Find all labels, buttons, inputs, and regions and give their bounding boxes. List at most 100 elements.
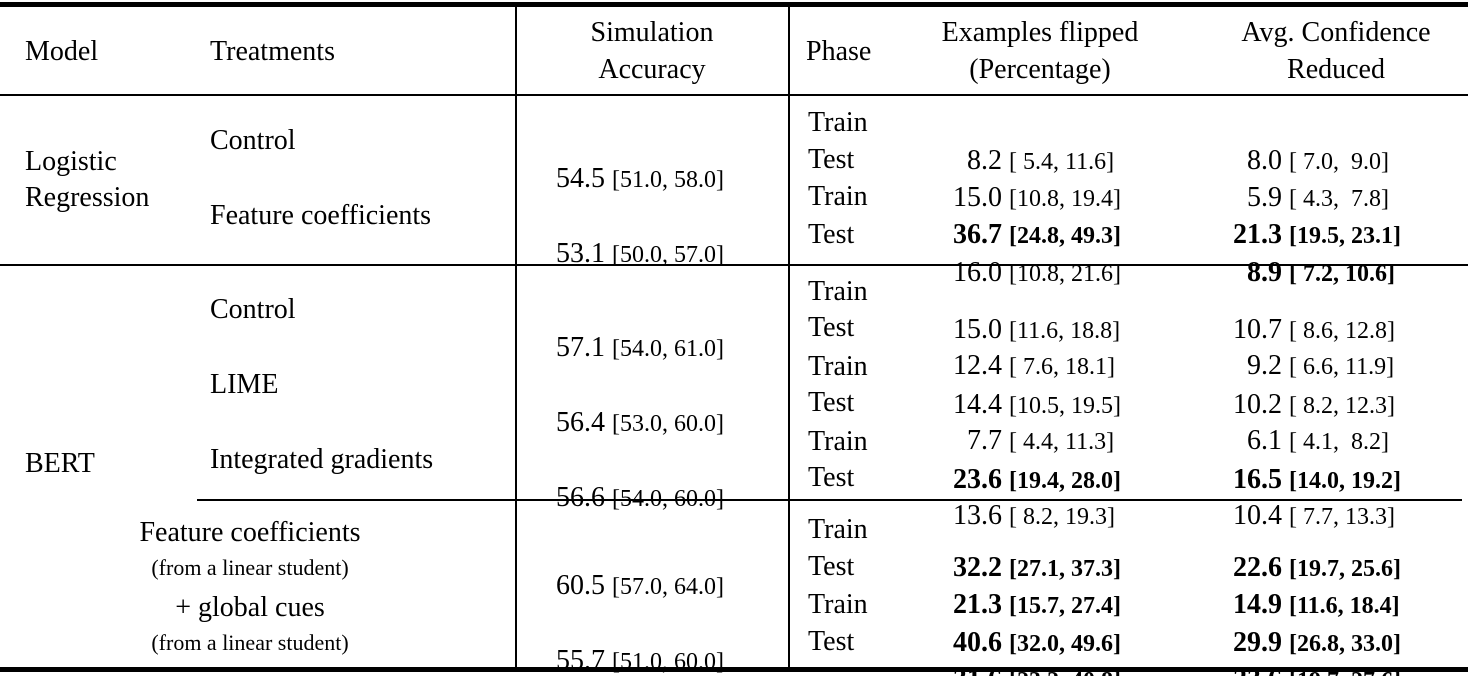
sim-main: 56.6 (556, 482, 605, 513)
flipped-value: 32.2 [27.1, 37.3] (880, 511, 1121, 583)
flipped-main: 8.2 (967, 145, 1002, 176)
sim-ci: [54.0, 61.0] (612, 336, 724, 362)
confidence-main: 14.9 (1233, 589, 1282, 620)
confidence-ci: [ 4.1, 8.2] (1289, 429, 1389, 455)
treatment-label: Control (210, 294, 296, 325)
confidence-value: 14.9 [11.6, 18.4] (1160, 548, 1400, 620)
flipped-main: 21.3 (953, 589, 1002, 620)
section-rule (0, 264, 1468, 266)
flipped-value: 7.7 [ 4.4, 11.3] (880, 384, 1114, 456)
phase-label: Train (808, 276, 868, 307)
phase-label: Train (808, 107, 868, 138)
flipped-ci: [23.2, 40.8] (1009, 668, 1121, 676)
sim-accuracy-value: 56.4 [53.0, 60.0] (540, 366, 724, 438)
flipped-value: 16.0 [10.8, 21.6] (880, 216, 1121, 288)
confidence-value: 6.1 [ 4.1, 8.2] (1160, 384, 1389, 456)
confidence-main: 22.6 (1233, 552, 1282, 583)
sim-ci: [57.0, 64.0] (612, 574, 724, 600)
sim-ci: [50.0, 57.0] (612, 242, 724, 268)
flipped-value: 8.2 [ 5.4, 11.6] (880, 104, 1114, 176)
flipped-ci: [ 8.2, 19.3] (1009, 504, 1115, 530)
confidence-value: 9.2 [ 6.6, 11.9] (1160, 309, 1394, 381)
model-label: BERT (25, 448, 95, 479)
flipped-ci: [ 5.4, 11.6] (1009, 149, 1115, 175)
flipped-value: 12.4 [ 7.6, 18.1] (880, 309, 1115, 381)
top-rule (0, 2, 1468, 7)
sim-accuracy-value: 57.1 [54.0, 61.0] (540, 291, 724, 363)
flipped-main: 16.0 (953, 257, 1002, 288)
confidence-main: 10.2 (1233, 389, 1282, 420)
flipped-ci: [ 7.6, 18.1] (1009, 354, 1115, 380)
treatment-label: Feature coefficients (210, 200, 432, 231)
flipped-value: 23.6 [19.4, 28.0] (880, 423, 1121, 495)
flipped-ci: [24.8, 49.3] (1009, 223, 1121, 249)
confidence-ci: [ 7.0, 9.0] (1289, 149, 1389, 175)
phase-label: Test (808, 551, 855, 582)
confidence-value: 8.0 [ 7.0, 9.0] (1160, 104, 1389, 176)
confidence-value: 10.7 [ 8.6, 12.8] (1160, 273, 1395, 345)
flipped-ci: [10.5, 19.5] (1009, 393, 1121, 419)
treatment-label: LIME (210, 369, 279, 400)
flipped-main: 13.6 (953, 500, 1002, 531)
flipped-main: 40.6 (953, 627, 1002, 658)
flipped-ci: [10.8, 21.6] (1009, 261, 1121, 287)
flipped-ci: [ 4.4, 11.3] (1009, 429, 1115, 455)
flipped-value: 14.4 [10.5, 19.5] (880, 348, 1121, 420)
confidence-value: 10.4 [ 7.7, 13.3] (1160, 459, 1395, 531)
phase-label: Train (808, 351, 868, 382)
header-examples-flipped: Examples flipped (Percentage) (941, 17, 1139, 85)
confidence-value: 5.9 [ 4.3, 7.8] (1160, 141, 1389, 213)
phase-label: Test (808, 387, 855, 418)
confidence-main: 9.2 (1247, 350, 1282, 381)
column-divider-phase (788, 7, 790, 667)
confidence-main: 21.3 (1233, 219, 1282, 250)
confidence-value: 29.9 [26.8, 33.0] (1160, 586, 1401, 658)
confidence-main: 8.9 (1247, 257, 1282, 288)
flipped-value: 15.0 [11.6, 18.8] (880, 273, 1120, 345)
treatment-label: Feature coefficients (139, 517, 361, 548)
flipped-main: 36.7 (953, 219, 1002, 250)
confidence-value: 22.6 [19.7, 25.6] (1160, 511, 1401, 583)
model-label: Logistic Regression (25, 146, 150, 213)
partial-rule (197, 499, 1462, 501)
phase-label: Train (808, 514, 868, 545)
header-rule (0, 94, 1468, 96)
sim-main: 53.1 (556, 238, 605, 269)
header-avg-confidence: Avg. Confidence Reduced (1241, 17, 1431, 85)
sim-ci: [54.0, 60.0] (612, 486, 724, 512)
confidence-main: 8.0 (1247, 145, 1282, 176)
sim-main: 55.7 (556, 645, 605, 676)
header-treatments: Treatments (210, 36, 335, 67)
flipped-ci: [27.1, 37.3] (1009, 556, 1121, 582)
flipped-value: 31.6 [23.2, 40.8] (880, 623, 1121, 676)
treatment-label: + global cues (175, 592, 325, 623)
phase-label: Test (808, 626, 855, 657)
flipped-main: 7.7 (967, 425, 1002, 456)
sim-accuracy-value: 60.5 [57.0, 64.0] (540, 529, 724, 601)
confidence-main: 10.7 (1233, 314, 1282, 345)
confidence-ci: [ 4.3, 7.8] (1289, 186, 1389, 212)
confidence-value: 21.3 [19.5, 23.1] (1160, 178, 1401, 250)
phase-label: Test (808, 462, 855, 493)
sim-accuracy-value: 53.1 [50.0, 57.0] (540, 197, 724, 269)
flipped-value: 40.6 [32.0, 49.6] (880, 586, 1121, 658)
flipped-value: 13.6 [ 8.2, 19.3] (880, 459, 1115, 531)
confidence-value: 16.5 [14.0, 19.2] (1160, 423, 1401, 495)
confidence-ci: [26.8, 33.0] (1289, 631, 1401, 657)
phase-label: Train (808, 181, 868, 212)
phase-label: Test (808, 219, 855, 250)
header-phase: Phase (806, 36, 872, 67)
sim-accuracy-value: 56.6 [54.0, 60.0] (540, 441, 724, 513)
confidence-ci: [14.0, 19.2] (1289, 468, 1401, 494)
header-sim-accuracy: Simulation Accuracy (590, 17, 714, 85)
flipped-main: 14.4 (953, 389, 1002, 420)
confidence-ci: [19.7, 25.6] (1289, 556, 1401, 582)
flipped-ci: [32.0, 49.6] (1009, 631, 1121, 657)
treatment-label-group: + global cues (from a linear student) (100, 589, 400, 659)
sim-ci: [51.0, 60.0] (612, 649, 724, 675)
sim-ci: [51.0, 58.0] (612, 167, 724, 193)
confidence-ci: [ 6.6, 11.9] (1289, 354, 1395, 380)
flipped-ci: [10.8, 19.4] (1009, 186, 1121, 212)
confidence-ci: [19.5, 23.1] (1289, 223, 1401, 249)
